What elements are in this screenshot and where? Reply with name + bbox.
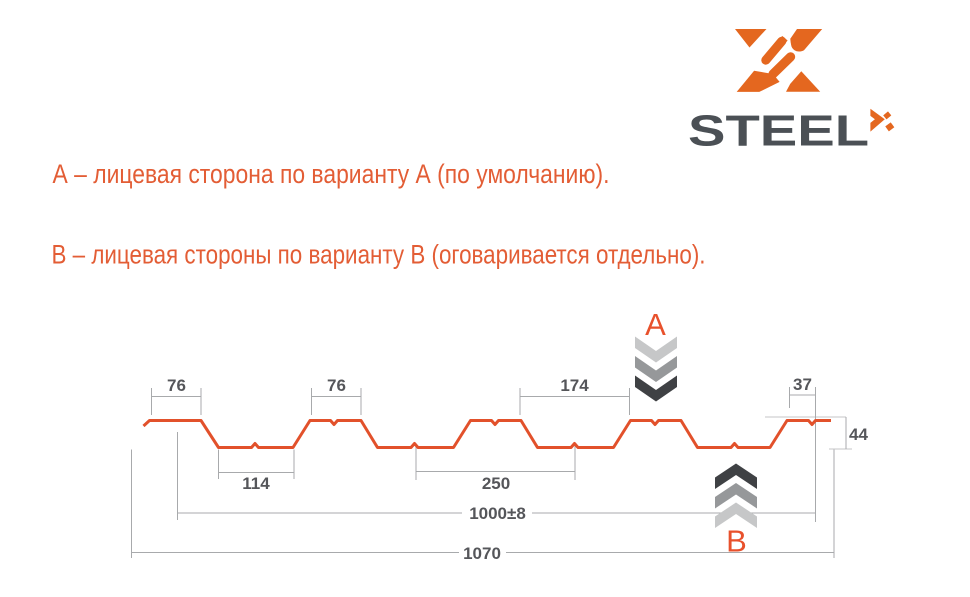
svg-text:250: 250 xyxy=(482,474,510,493)
svg-text:1000±8: 1000±8 xyxy=(469,504,526,523)
svg-text:76: 76 xyxy=(167,376,186,395)
svg-text:STEEL: STEEL xyxy=(688,108,869,156)
svg-text:В – лицевая стороны по вариант: В – лицевая стороны по варианту В (огова… xyxy=(52,240,706,270)
svg-text:1070: 1070 xyxy=(463,544,501,563)
svg-text:37: 37 xyxy=(793,375,812,394)
svg-text:174: 174 xyxy=(560,376,589,395)
svg-text:114: 114 xyxy=(242,474,270,493)
svg-text:В: В xyxy=(726,524,747,559)
svg-text:44: 44 xyxy=(849,425,868,444)
svg-text:А – лицевая сторона по вариант: А – лицевая сторона по варианту А (по ум… xyxy=(53,159,610,189)
svg-text:А: А xyxy=(645,307,666,342)
svg-text:76: 76 xyxy=(327,376,346,395)
